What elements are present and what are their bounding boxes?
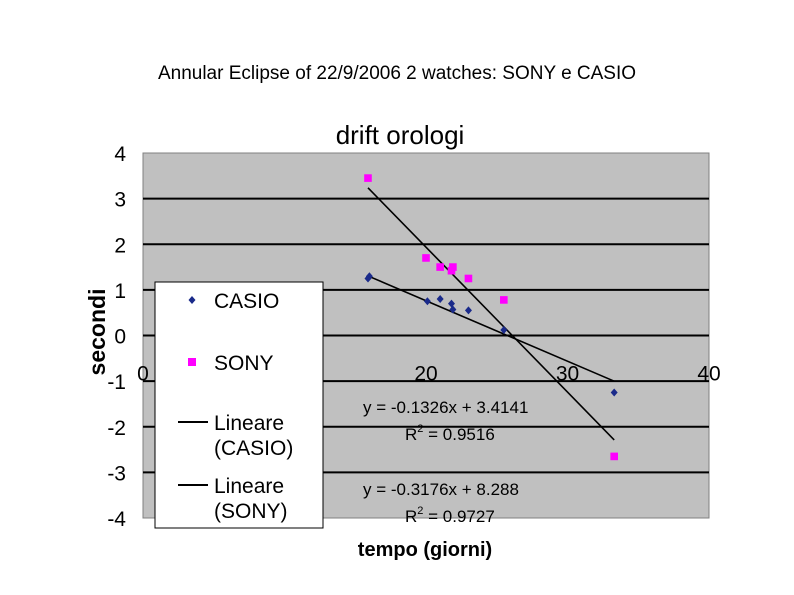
trendline-r2: R2 = 0.9516 bbox=[405, 423, 495, 444]
sony-point bbox=[364, 174, 372, 182]
casio-point bbox=[610, 388, 618, 397]
sony-point bbox=[464, 274, 473, 283]
y-tick-label: 4 bbox=[114, 143, 126, 166]
legend-label: SONY bbox=[214, 352, 274, 375]
y-tick-label: 3 bbox=[114, 189, 126, 212]
x-axis-label: tempo (giorni) bbox=[358, 539, 492, 561]
y-tick-label: -2 bbox=[107, 417, 126, 440]
sony-point bbox=[500, 296, 508, 304]
slide-title: Annular Eclipse of 22/9/2006 2 watches: … bbox=[157, 63, 637, 84]
casio-point bbox=[436, 295, 444, 303]
x-tick-labels: 0 20 30 40 bbox=[137, 363, 721, 386]
sony-point bbox=[449, 263, 457, 271]
y-tick-label: -4 bbox=[107, 508, 126, 531]
sony-point bbox=[422, 254, 430, 262]
legend-label: CASIO bbox=[214, 290, 279, 313]
x-tick-label: 40 bbox=[697, 363, 720, 386]
legend-box bbox=[154, 281, 324, 529]
x-tick-label: 0 bbox=[137, 363, 149, 386]
legend-label: Lineare (SONY) bbox=[214, 475, 288, 523]
casio-point bbox=[449, 305, 457, 314]
y-tick-labels: 4 3 2 1 0 -1 -2 -3 -4 bbox=[107, 143, 126, 531]
trendlines bbox=[367, 187, 615, 441]
casio-point bbox=[447, 299, 455, 308]
trendline bbox=[367, 187, 615, 441]
y-tick-label: 2 bbox=[114, 234, 126, 257]
y-axis-label: secondi bbox=[84, 289, 110, 376]
legend-sony-symbol bbox=[188, 358, 196, 366]
sony-point bbox=[610, 452, 618, 461]
y-tick-label: 1 bbox=[114, 280, 126, 303]
y-tick-label: -3 bbox=[107, 462, 126, 485]
x-tick-label: 30 bbox=[556, 363, 579, 386]
casio-point bbox=[464, 306, 472, 315]
chart-title: drift orologi bbox=[336, 120, 465, 150]
casio-point bbox=[423, 297, 431, 306]
sony-point bbox=[436, 263, 444, 271]
legend-casio-symbol bbox=[188, 296, 196, 304]
legend-label: Lineare (CASIO) bbox=[214, 412, 293, 460]
y-tick-label: -1 bbox=[107, 371, 126, 394]
casio-point bbox=[365, 272, 373, 281]
trendline-r2: R2 = 0.9727 bbox=[405, 505, 495, 526]
trendline-equation: y = -0.1326x + 3.4141 bbox=[363, 398, 528, 417]
data-points bbox=[364, 174, 618, 461]
y-tick-label: 0 bbox=[114, 326, 126, 349]
x-tick-label: 20 bbox=[414, 363, 437, 386]
trendline bbox=[367, 275, 615, 382]
trendline-equation: y = -0.3176x + 8.288 bbox=[363, 480, 519, 499]
casio-point bbox=[500, 326, 508, 335]
trendline-equations: y = -0.1326x + 3.4141 R2 = 0.9516 y = -0.3… bbox=[363, 398, 528, 526]
legend: CASIO SONY Lineare (CASIO) Lineare (SONY) bbox=[154, 281, 324, 529]
